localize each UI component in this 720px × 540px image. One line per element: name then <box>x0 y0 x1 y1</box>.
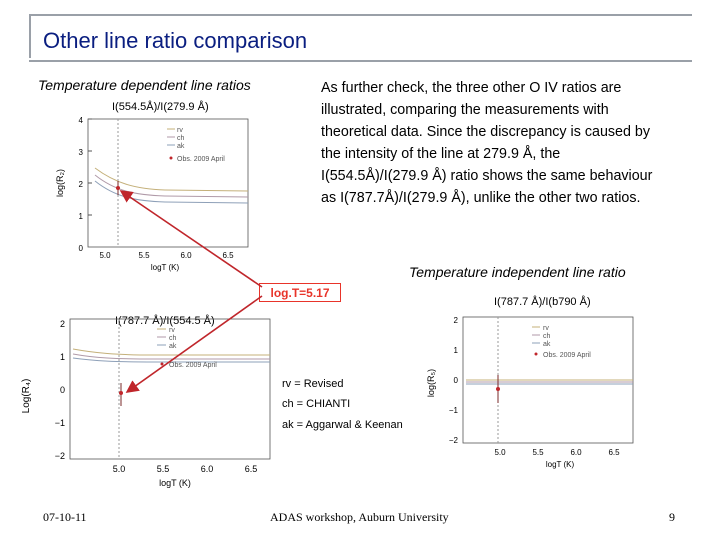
svg-text:ch: ch <box>543 333 551 340</box>
svg-text:5.5: 5.5 <box>157 464 170 474</box>
plot2-figure: 2 1 0 −1 −2 Log(R₄) rv ch ak Obs. 2009 A… <box>21 318 271 488</box>
footer-page-number: 9 <box>669 510 675 524</box>
svg-text:Obs. 2009 April: Obs. 2009 April <box>169 362 217 369</box>
plot3-obs-point <box>496 387 500 391</box>
plot1-legend: rv ch ak Obs. 2009 April <box>167 127 225 163</box>
svg-text:ch: ch <box>177 135 185 142</box>
svg-text:5.5: 5.5 <box>532 448 544 457</box>
svg-text:ak: ak <box>177 143 185 150</box>
svg-text:−2: −2 <box>55 451 65 461</box>
note-ch: ch = CHIANTI <box>282 398 351 410</box>
plot3-xlabel: logT (K) <box>546 460 575 469</box>
svg-text:Obs. 2009 April: Obs. 2009 April <box>177 156 225 163</box>
svg-text:2: 2 <box>454 316 459 325</box>
svg-text:5.5: 5.5 <box>138 251 150 260</box>
footer-title: ADAS workshop, Auburn University <box>270 510 449 524</box>
plot1-ytick: 1 <box>79 212 84 221</box>
plot3-legend: rv ch ak Obs. 2009 April <box>532 325 591 359</box>
plot1-xticks: 5.0 5.5 6.0 6.5 <box>99 251 234 260</box>
plot3-ylabel: log(R₅) <box>426 369 436 397</box>
svg-text:6.0: 6.0 <box>180 251 192 260</box>
plot2-ylabel: Log(R₄) <box>21 379 32 414</box>
plot2-obs-point <box>119 391 123 395</box>
svg-text:rv: rv <box>543 325 549 332</box>
plot1-figure: 4 3 2 1 0 log(R₂) rv ch ak Obs. 2009 Apr… <box>55 116 249 272</box>
plot1-frame <box>87 118 249 248</box>
svg-text:6.0: 6.0 <box>201 464 214 474</box>
svg-text:ch: ch <box>169 335 177 342</box>
svg-text:ak: ak <box>543 341 551 348</box>
svg-text:5.0: 5.0 <box>494 448 506 457</box>
svg-text:1: 1 <box>454 346 459 355</box>
plot2-legend: rv ch ak Obs. 2009 April <box>157 327 217 369</box>
plot3-label: I(787.7 Å)/I(b790 Å) <box>494 296 591 308</box>
svg-text:1: 1 <box>60 352 65 362</box>
svg-text:6.5: 6.5 <box>222 251 234 260</box>
svg-text:0: 0 <box>60 385 65 395</box>
plot1-label: I(554.5Å)/I(279.9 Å) <box>112 101 209 113</box>
plot2-xticks: 5.0 5.5 6.0 6.5 <box>113 464 258 474</box>
svg-text:rv: rv <box>169 327 175 334</box>
title-rule <box>29 60 692 62</box>
note-ak: ak = Aggarwal & Keenan <box>282 419 403 431</box>
svg-text:5.0: 5.0 <box>99 251 111 260</box>
svg-text:0: 0 <box>454 376 459 385</box>
plot1-ytick: 4 <box>79 116 84 125</box>
svg-text:−1: −1 <box>55 418 65 428</box>
slide-title: Other line ratio comparison <box>43 28 308 53</box>
plot1-curve-rv <box>94 167 249 192</box>
note-rv: rv = Revised <box>282 378 344 390</box>
explanation-paragraph: As further check, the three other O IV r… <box>321 80 653 206</box>
plot1-ytick: 2 <box>79 180 84 189</box>
svg-text:6.5: 6.5 <box>608 448 620 457</box>
plot3-figure: 2 1 0 −1 −2 log(R₅) rv ch ak Obs. 2009 A… <box>426 316 634 469</box>
plot1-obs-point <box>116 186 120 190</box>
plot2-xlabel: logT (K) <box>159 478 191 488</box>
plot1-ylabel: log(R₂) <box>55 169 65 197</box>
plot3-xticks: 5.0 5.5 6.0 6.5 <box>494 448 620 457</box>
plot3-yticks: 2 1 0 −1 −2 <box>449 316 459 445</box>
svg-text:5.0: 5.0 <box>113 464 126 474</box>
logt-box: log.T=5.17 <box>259 283 341 302</box>
svg-text:−1: −1 <box>449 406 459 415</box>
svg-text:2: 2 <box>60 319 65 329</box>
plot2-yticks: 2 1 0 −1 −2 <box>55 319 65 461</box>
section-temperature-independent: Temperature independent line ratio <box>409 264 626 280</box>
plot1-ytick: 0 <box>79 244 84 253</box>
plot1-xlabel: logT (K) <box>151 263 180 272</box>
plot1-ytick: 3 <box>79 148 84 157</box>
svg-text:ak: ak <box>169 343 177 350</box>
footer-date: 07-10-11 <box>43 510 87 524</box>
section-temperature-dependent: Temperature dependent line ratios <box>38 77 251 93</box>
svg-text:6.0: 6.0 <box>570 448 582 457</box>
title-frame-top <box>29 14 692 16</box>
svg-text:−2: −2 <box>449 436 459 445</box>
plot1-yticks: 4 3 2 1 0 <box>79 116 92 253</box>
svg-text:Obs. 2009 April: Obs. 2009 April <box>543 352 591 359</box>
svg-text:rv: rv <box>177 127 183 134</box>
title-frame-left <box>29 14 31 58</box>
svg-text:6.5: 6.5 <box>245 464 258 474</box>
